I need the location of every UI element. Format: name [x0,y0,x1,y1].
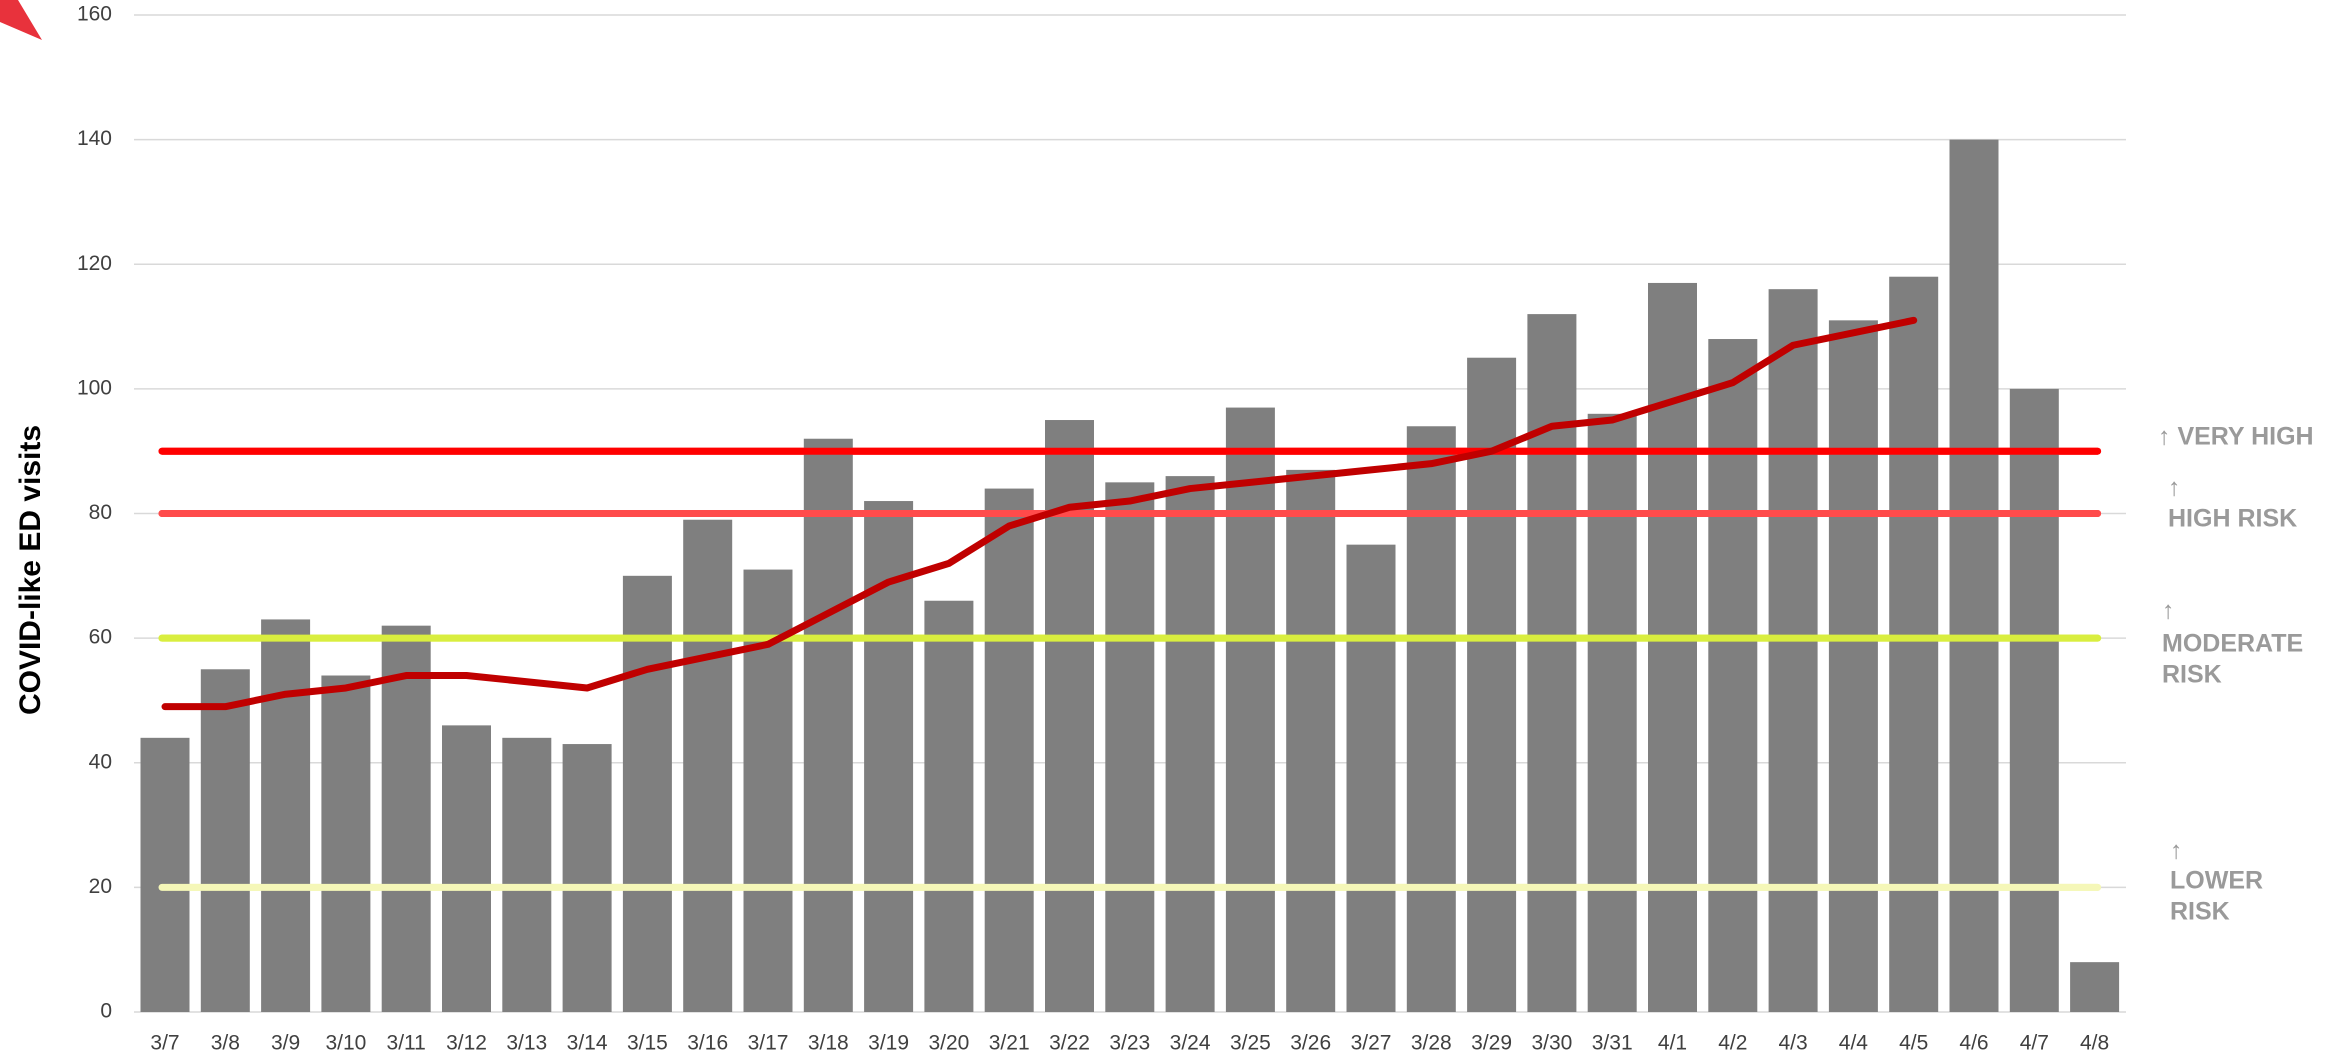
x-tick-label: 3/9 [271,1032,300,1055]
corner-decoration [0,0,42,40]
x-tick-label: 4/3 [1778,1032,1807,1055]
x-tick-label: 4/5 [1899,1032,1928,1055]
line [161,316,1918,711]
x-tick-label: 3/13 [506,1032,547,1055]
x-tick-label: 3/23 [1109,1032,1150,1055]
x-tick-label: 3/20 [928,1032,969,1055]
x-tick-label: 3/21 [989,1032,1030,1055]
x-tick-label: 3/18 [808,1032,849,1055]
x-tick-label: 3/14 [567,1032,608,1055]
bar [683,519,733,1012]
bar [381,625,431,1012]
bar [1165,476,1215,1012]
y-tick-label: 100 [77,376,112,399]
y-axis-title: COVID-like ED visits [14,425,47,715]
bar [2009,388,2059,1012]
x-tick-label: 3/31 [1592,1032,1633,1055]
bar [622,575,672,1012]
bar [200,669,250,1012]
bar [321,675,371,1012]
x-tick-label: 3/15 [627,1032,668,1055]
bar [562,744,612,1012]
x-tick-label: 3/17 [748,1032,789,1055]
threshold-label: ↑ [2168,474,2181,502]
bar [1406,426,1456,1012]
bar [1286,469,1336,1013]
y-tick-label: 40 [89,750,112,773]
x-tick-label: 3/7 [150,1032,179,1055]
bar [1949,139,1999,1012]
bar [1045,420,1094,1012]
bar [1467,357,1517,1012]
bar [1346,544,1396,1012]
x-tick-label: 3/11 [387,1032,426,1055]
x-tick-label: 3/26 [1290,1032,1331,1055]
bar [924,600,974,1012]
bar [1889,276,1939,1012]
x-tick-label: 4/6 [1959,1032,1988,1055]
x-tick-label: 4/4 [1839,1032,1869,1055]
x-tick-label: 3/27 [1351,1032,1392,1055]
y-tick-label: 20 [89,875,112,898]
bar [864,501,914,1012]
x-tick-label: 3/16 [687,1032,728,1055]
threshold-label: ↑ [2170,837,2183,865]
x-tick-label: 4/7 [2020,1032,2049,1055]
threshold-label: ↑ VERY HIGH [2158,423,2314,451]
y-tick-label: 140 [77,127,112,150]
x-tick-label: 3/25 [1230,1032,1271,1055]
x-tick-label: 3/30 [1531,1032,1572,1055]
threshold-label: HIGH RISK [2168,505,2297,533]
bar [803,438,853,1013]
threshold-label: RISK [2162,661,2222,689]
y-tick-label: 160 [77,3,112,26]
x-tick-label: 4/8 [2080,1032,2109,1055]
x-tick-label: 3/22 [1049,1032,1090,1055]
threshold-label: RISK [2170,898,2230,926]
x-tick-label: 3/24 [1170,1032,1211,1055]
x-tick-label: 3/10 [325,1032,366,1055]
x-tick-label: 3/29 [1471,1032,1512,1055]
bar [1587,413,1637,1012]
bar [1105,482,1155,1012]
threshold-label: ↑ [2162,597,2175,625]
x-tick-label: 3/12 [446,1032,487,1055]
bar [140,737,190,1012]
x-tick-label: 3/28 [1411,1032,1452,1055]
bar [502,737,552,1012]
y-tick-label: 120 [77,252,112,275]
bar [442,725,491,1012]
bar [1527,314,1577,1013]
threshold-label: LOWER [2170,867,2263,895]
bar [1648,282,1697,1013]
x-tick-label: 4/1 [1658,1032,1687,1055]
x-tick-label: 3/8 [211,1032,240,1055]
bar [1828,320,1878,1012]
threshold-label: MODERATE [2162,630,2303,658]
x-tick-label: 3/19 [868,1032,909,1055]
bar [984,488,1034,1012]
bar [1768,289,1818,1012]
bar [2070,962,2120,1012]
y-tick-label: 60 [89,626,112,649]
y-tick-label: 80 [89,501,112,524]
bar [261,619,311,1012]
bar [1708,339,1758,1012]
bar [1225,407,1275,1013]
y-tick-label: 0 [100,1000,112,1023]
x-tick-label: 4/2 [1718,1032,1747,1055]
